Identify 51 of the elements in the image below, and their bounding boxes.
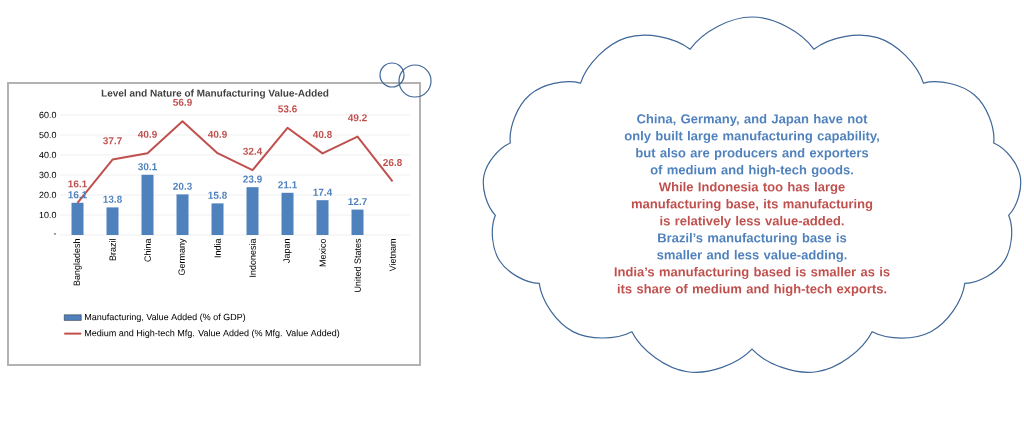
data-label: 40.9	[137, 130, 157, 138]
text: India’s manufacturing based is smaller as is its share of medium and high-tech exports.	[614, 266, 890, 297]
x-tick-label: Vietnam	[389, 239, 396, 272]
x-tick-label: Germany	[178, 238, 187, 276]
y-tick-label: 50.0	[39, 131, 57, 139]
data-label: 40.9	[207, 130, 227, 138]
text: While Indonesia too has large manufacturing base, its manufacturing is relatively less value-added.	[631, 181, 873, 229]
text: Brazil’s manufacturing base is smaller and less value-adding.	[657, 232, 847, 263]
data-label: 20.3	[173, 182, 192, 190]
data-label: 12.7	[348, 198, 367, 206]
y-tick-label: 10.0	[39, 211, 57, 219]
y-tick-label: -	[53, 233, 57, 235]
y-tick-label: 60.0	[39, 111, 57, 119]
legend-label: Manufacturing, Value Added (% of GDP)	[85, 313, 246, 322]
data-label: 30.1	[138, 163, 157, 171]
x-tick-label: Mexico	[319, 238, 326, 267]
bar	[176, 194, 189, 235]
data-label: 23.9	[243, 175, 262, 183]
bar	[71, 202, 84, 235]
bar	[141, 174, 154, 235]
x-tick-label: United States	[354, 238, 361, 292]
data-label: 16.1	[68, 180, 87, 188]
legend-label: Medium and High-tech Mfg. Value Added (% Mfg. Value Added)	[85, 329, 340, 338]
bar	[316, 200, 329, 235]
data-label: 26.8	[383, 158, 402, 167]
y-tick-label: 30.0	[39, 171, 57, 179]
bar	[281, 192, 294, 235]
y-tick-label: 40.0	[39, 151, 57, 159]
bar	[351, 209, 364, 235]
data-label: 32.4	[243, 147, 263, 155]
data-label: 53.6	[278, 105, 297, 113]
chart-title: Level and Nature of Manufacturing Value-Added	[101, 89, 329, 99]
data-label: 49.2	[347, 114, 367, 122]
x-tick-label: Indonesia	[249, 238, 256, 277]
y-tick-label: 20.0	[39, 191, 57, 199]
x-tick-label: India	[214, 238, 221, 258]
data-label: 37.7	[103, 137, 122, 145]
data-label: 17.4	[313, 188, 333, 196]
bar	[211, 203, 224, 235]
x-tick-label: Bangladesh	[73, 239, 82, 286]
x-tick-label: Brazil	[109, 239, 116, 261]
data-label: 21.1	[278, 181, 297, 189]
data-label: 56.9	[173, 98, 192, 106]
x-tick-label: China	[144, 238, 151, 262]
text: China, Germany, and Japan have not only built large manufacturing capability, but also are producers and exporters of medium and high-tech goods.	[624, 113, 879, 178]
data-label: 40.8	[312, 130, 332, 139]
data-label: 15.8	[208, 191, 227, 199]
data-label: 13.8	[103, 195, 122, 203]
x-tick-label: Japan	[283, 239, 292, 263]
bar	[246, 187, 259, 235]
bar	[106, 207, 119, 235]
